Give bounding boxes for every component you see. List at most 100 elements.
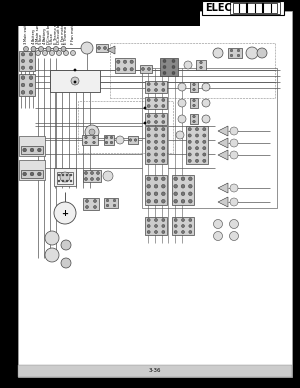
Circle shape: [193, 83, 195, 86]
Circle shape: [29, 76, 33, 80]
Circle shape: [162, 104, 165, 107]
Circle shape: [129, 139, 132, 141]
Circle shape: [123, 68, 127, 71]
Bar: [145, 126, 167, 164]
Bar: [19, 51, 35, 71]
Circle shape: [188, 159, 191, 163]
Circle shape: [154, 218, 158, 222]
Circle shape: [154, 114, 158, 118]
Bar: [190, 82, 198, 92]
Circle shape: [147, 128, 150, 131]
Circle shape: [58, 180, 60, 182]
Bar: [145, 81, 167, 93]
Circle shape: [110, 136, 113, 139]
Text: Thermo switch 1: Thermo switch 1: [54, 11, 58, 41]
Text: 5: 5: [50, 41, 54, 43]
Circle shape: [21, 66, 25, 69]
Circle shape: [162, 230, 165, 234]
Polygon shape: [218, 183, 228, 193]
Circle shape: [147, 140, 150, 144]
Text: Circuit breaker (fan motor): Circuit breaker (fan motor): [57, 0, 61, 41]
Circle shape: [181, 177, 185, 180]
Circle shape: [182, 230, 184, 234]
Circle shape: [154, 140, 158, 144]
Circle shape: [147, 177, 151, 180]
Circle shape: [147, 225, 150, 227]
Circle shape: [193, 88, 195, 91]
Circle shape: [38, 172, 41, 176]
Text: 3: 3: [36, 41, 40, 43]
Circle shape: [117, 60, 120, 63]
Circle shape: [85, 141, 87, 144]
Circle shape: [230, 139, 238, 147]
Bar: [196, 60, 206, 70]
Circle shape: [147, 184, 151, 188]
Circle shape: [230, 198, 238, 206]
Circle shape: [188, 140, 191, 144]
Circle shape: [147, 192, 151, 196]
Circle shape: [162, 83, 165, 85]
Circle shape: [154, 230, 158, 234]
Circle shape: [154, 159, 158, 163]
Bar: [172, 175, 194, 205]
Circle shape: [202, 99, 210, 107]
Circle shape: [70, 180, 72, 182]
Circle shape: [21, 76, 25, 80]
Circle shape: [154, 121, 158, 123]
Text: Main switch: Main switch: [24, 20, 28, 41]
Polygon shape: [218, 138, 228, 148]
Text: Circuit breaker (fan motor): Circuit breaker (fan motor): [46, 0, 50, 41]
Circle shape: [106, 204, 109, 207]
Bar: [83, 198, 99, 210]
Circle shape: [230, 184, 238, 192]
Circle shape: [23, 148, 26, 152]
Circle shape: [130, 68, 133, 71]
Bar: [145, 217, 167, 235]
Text: ELEC: ELEC: [205, 3, 231, 13]
Circle shape: [38, 148, 41, 152]
Circle shape: [163, 66, 166, 69]
Circle shape: [61, 47, 66, 52]
Circle shape: [154, 88, 158, 92]
Circle shape: [193, 104, 195, 107]
Circle shape: [202, 115, 210, 123]
Bar: [18, 365, 292, 377]
Text: 5: 5: [39, 42, 43, 44]
Circle shape: [142, 68, 145, 71]
Bar: [233, 3, 277, 13]
Bar: [145, 97, 167, 109]
Circle shape: [147, 218, 150, 222]
Circle shape: [31, 47, 36, 52]
Bar: [83, 170, 101, 182]
Circle shape: [64, 50, 68, 55]
Circle shape: [103, 47, 106, 50]
Bar: [142, 68, 277, 208]
Circle shape: [161, 192, 165, 196]
Circle shape: [174, 230, 177, 234]
Circle shape: [54, 202, 76, 224]
Circle shape: [162, 121, 165, 123]
Circle shape: [161, 177, 165, 180]
Text: D: D: [57, 40, 61, 43]
Circle shape: [230, 54, 233, 57]
Text: Fan motor: Fan motor: [71, 21, 75, 41]
Circle shape: [85, 177, 88, 180]
Circle shape: [147, 134, 150, 137]
Circle shape: [45, 231, 59, 245]
Circle shape: [172, 71, 175, 74]
Circle shape: [230, 49, 233, 52]
Circle shape: [184, 61, 192, 69]
Circle shape: [97, 171, 100, 175]
Text: E: E: [64, 41, 68, 43]
Circle shape: [93, 136, 95, 139]
Circle shape: [189, 225, 192, 227]
Circle shape: [200, 66, 202, 69]
Circle shape: [162, 225, 165, 227]
Circle shape: [230, 127, 238, 135]
Circle shape: [147, 230, 150, 234]
Circle shape: [182, 218, 184, 222]
Circle shape: [50, 50, 55, 55]
Circle shape: [200, 61, 202, 64]
Circle shape: [106, 199, 109, 202]
Bar: [19, 160, 45, 180]
